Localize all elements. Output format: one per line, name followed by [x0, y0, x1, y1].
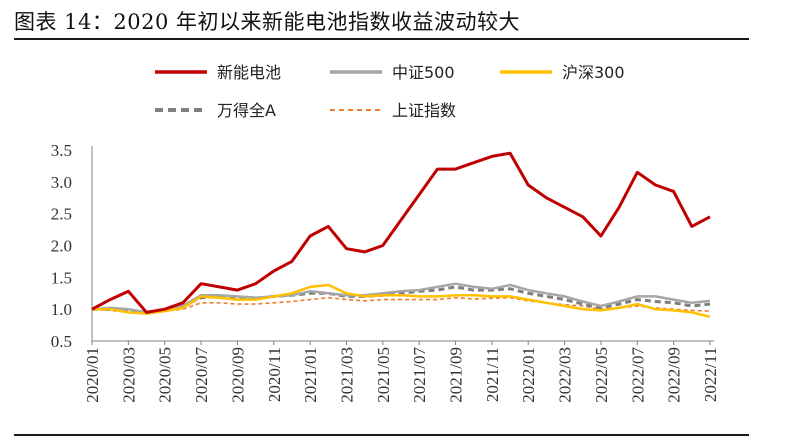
legend-label-3: 万得全A	[217, 101, 276, 120]
y-tick-label: 1.0	[51, 300, 72, 319]
legend-label-1: 中证500	[392, 63, 455, 82]
x-tick-label: 2020/11	[265, 347, 284, 402]
x-tick-label: 2022/03	[556, 347, 575, 403]
x-tick-label: 2021/03	[337, 347, 356, 403]
legend-label-4: 上证指数	[392, 101, 456, 120]
x-tick-label: 2020/07	[192, 347, 211, 403]
x-tick-label: 2021/01	[301, 347, 320, 403]
series-line-0	[91, 151, 711, 314]
x-tick-label: 2021/11	[483, 347, 502, 402]
x-tick-labels: 2020/01 2020/03 2020/05 2020/07 2020/09 2020/…	[83, 341, 720, 403]
bottom-rule	[14, 434, 749, 436]
title-rule	[14, 38, 749, 40]
axes	[91, 146, 714, 342]
x-tick-label: 2020/03	[119, 347, 138, 403]
x-tick-label: 2022/11	[701, 347, 720, 402]
x-tick-label: 2021/05	[374, 347, 393, 403]
series-layer	[91, 151, 711, 319]
x-tick-label: 2021/09	[447, 347, 466, 403]
series-line-4	[91, 296, 711, 314]
legend-label-2: 沪深300	[562, 63, 625, 82]
x-tick-label: 2020/09	[228, 347, 247, 403]
y-tick-label: 2.0	[51, 237, 72, 256]
y-tick-label: 0.5	[51, 332, 72, 351]
legend-label-0: 新能电池	[217, 63, 281, 82]
y-tick-label: 3.0	[51, 173, 72, 192]
legend: 新能电池 中证500 沪深300 万得全A 上证指数	[155, 63, 625, 120]
series-line-2	[92, 283, 711, 319]
y-tick-label: 1.5	[51, 268, 72, 287]
y-tick-labels: 0.5 1.0 1.5 2.0 2.5 3.0 3.5	[51, 141, 72, 351]
x-tick-label: 2022/01	[519, 347, 538, 403]
x-tick-label: 2022/09	[665, 347, 684, 403]
x-tick-label: 2022/05	[592, 347, 611, 403]
y-tick-label: 2.5	[51, 205, 72, 224]
x-tick-label: 2021/07	[410, 347, 429, 403]
x-tick-label: 2020/01	[83, 347, 102, 403]
x-tick-label: 2022/07	[628, 347, 647, 403]
y-tick-label: 3.5	[51, 141, 72, 160]
chart-title: 图表 14：2020 年初以来新能电池指数收益波动较大	[14, 10, 521, 34]
x-tick-label: 2020/05	[156, 347, 175, 403]
